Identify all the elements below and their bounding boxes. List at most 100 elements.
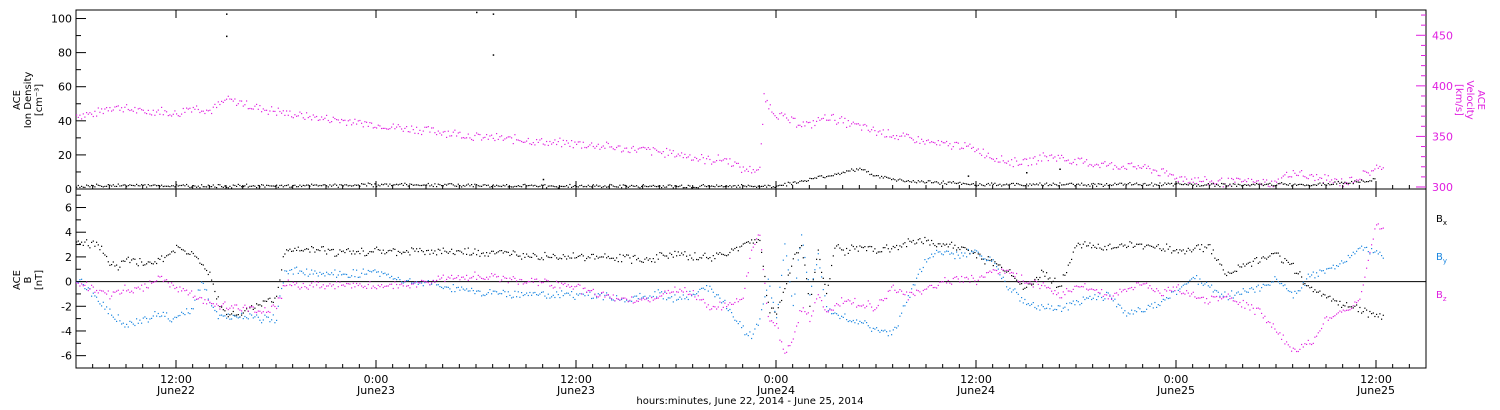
data-point (1156, 288, 1158, 290)
data-point (712, 185, 714, 187)
data-point (147, 261, 149, 263)
data-point (926, 140, 928, 142)
data-point (984, 157, 986, 159)
data-point (609, 183, 611, 186)
data-point (381, 252, 383, 254)
data-point (759, 166, 761, 168)
data-point (417, 132, 419, 135)
data-point (102, 252, 104, 254)
data-point (109, 184, 111, 186)
data-point (1331, 300, 1333, 302)
data-point (331, 249, 333, 251)
data-point (336, 255, 338, 257)
data-point (516, 280, 518, 282)
data-point (801, 310, 803, 313)
data-point (509, 277, 511, 279)
data-point (792, 304, 794, 307)
data-point (639, 187, 641, 189)
data-point (619, 253, 621, 256)
data-point (1017, 183, 1019, 185)
data-point (154, 281, 156, 283)
data-point (357, 120, 359, 122)
data-point (1262, 184, 1264, 187)
data-point (409, 183, 411, 185)
data-point (627, 301, 629, 303)
data-point (1322, 293, 1324, 295)
data-point (547, 185, 549, 187)
data-point (532, 252, 534, 255)
data-point (492, 184, 494, 186)
data-point (561, 282, 563, 284)
data-point (1091, 247, 1093, 249)
data-point (319, 184, 321, 187)
data-point (599, 294, 601, 296)
data-point (1259, 308, 1261, 310)
data-point (756, 186, 758, 188)
data-point (397, 184, 399, 186)
data-point (952, 277, 954, 280)
data-point (1237, 177, 1239, 180)
y-tick-label: -4 (61, 325, 72, 338)
data-point (546, 279, 548, 281)
data-point (1041, 284, 1043, 287)
data-point (1212, 249, 1214, 251)
data-point (721, 309, 723, 311)
data-point (1352, 251, 1354, 253)
data-point (1379, 251, 1381, 253)
data-point (561, 258, 563, 260)
data-point (359, 283, 361, 285)
data-point (1196, 185, 1198, 187)
data-point (1022, 288, 1024, 290)
data-point (886, 297, 888, 300)
data-point (1381, 228, 1383, 230)
data-point (332, 184, 334, 186)
data-point (607, 294, 609, 296)
data-point (1221, 264, 1223, 266)
data-point (99, 289, 101, 291)
data-point (844, 300, 846, 302)
data-point (909, 136, 911, 139)
data-point (464, 278, 466, 280)
data-point (551, 256, 553, 259)
data-point (876, 134, 878, 136)
data-point (322, 184, 324, 186)
data-point (686, 157, 688, 159)
data-point (1162, 298, 1164, 300)
data-point (1247, 262, 1249, 264)
data-point (374, 126, 376, 128)
data-point (574, 185, 576, 187)
data-point (477, 274, 479, 276)
data-point (1182, 249, 1184, 251)
data-point (481, 252, 483, 255)
data-point (1142, 311, 1144, 313)
data-point (1026, 183, 1028, 185)
data-point (164, 110, 166, 112)
data-point (689, 254, 691, 256)
data-point (1117, 303, 1119, 305)
data-point (996, 263, 998, 265)
data-point (809, 320, 811, 323)
data-point (604, 147, 606, 149)
data-point (879, 331, 881, 333)
data-point (537, 141, 539, 143)
data-point (494, 185, 496, 187)
data-point (357, 250, 359, 252)
x-tick-time: 0:00 (364, 373, 389, 386)
data-point (112, 261, 114, 263)
data-point (787, 269, 789, 271)
data-point (916, 242, 918, 244)
data-point (1139, 167, 1141, 169)
data-point (1256, 257, 1258, 259)
data-point (649, 148, 651, 150)
data-point (1366, 309, 1368, 311)
data-point (151, 262, 153, 265)
data-point (891, 248, 893, 250)
data-point (742, 243, 744, 245)
data-point (462, 288, 464, 290)
data-point (817, 117, 819, 119)
data-point (1301, 343, 1303, 346)
data-point (547, 256, 549, 258)
data-point (649, 185, 651, 187)
data-point (821, 271, 823, 273)
data-point (1111, 298, 1113, 300)
